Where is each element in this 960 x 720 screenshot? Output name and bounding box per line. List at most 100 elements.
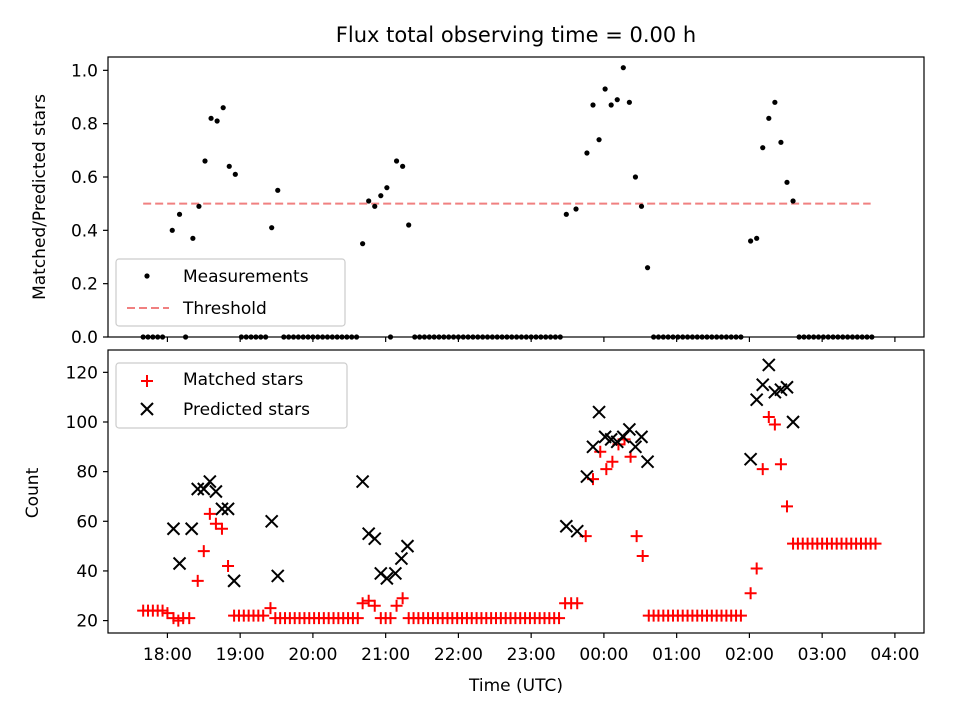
measurement-point (509, 334, 515, 340)
predicted-star-point (271, 569, 285, 583)
measurement-point (738, 334, 744, 340)
predicted-star-point (640, 455, 655, 469)
ratio-y-tick-label: 1.0 (71, 61, 98, 81)
measurement-point (815, 334, 822, 340)
measurement-point (665, 334, 671, 340)
x-tick-label: 22:00 (434, 645, 483, 665)
predicted-star-point (762, 358, 776, 372)
measurement-point (334, 334, 340, 340)
measurement-point (426, 334, 432, 340)
measurement-point (232, 171, 238, 177)
ratio-y-tick-label: 0.4 (71, 221, 98, 241)
measurement-point (220, 105, 226, 111)
matched-star-point (390, 599, 403, 612)
x-tick-label: 18:00 (143, 645, 192, 665)
measurement-point (608, 102, 614, 108)
measurement-point (202, 158, 208, 164)
ratio-legend-box (115, 258, 346, 327)
measurement-point (584, 150, 590, 156)
measurement-point (835, 334, 841, 340)
measurement-point (489, 334, 495, 340)
measurement-point (845, 334, 851, 340)
measurement-point (387, 334, 394, 340)
measurement-point (253, 334, 259, 340)
measurement-point (315, 334, 321, 340)
matched-star-point (183, 612, 196, 625)
measurement-point (869, 334, 875, 340)
measurement-point (310, 334, 316, 340)
measurement-point (494, 334, 500, 340)
matched-star-point (191, 574, 204, 587)
measurement-point (632, 174, 639, 180)
matched-star-point (636, 550, 649, 563)
ratio-y-tick-label: 0.2 (71, 275, 98, 295)
legend-matched-marker (141, 375, 153, 387)
measurement-point (543, 334, 549, 340)
ratio-panel: Matched/Predicted stars 0.0 0.2 0.4 0.6 0.8 1… (30, 56, 925, 348)
x-tick-label: 19:00 (216, 645, 265, 665)
measurement-point (557, 334, 563, 340)
measurement-point (412, 334, 418, 340)
measurement-point (300, 334, 306, 340)
measurement-point (281, 334, 287, 340)
count-panel: Count 18:00 19:00 20:00 21:00 22:00 23:00 00:0… (23, 349, 925, 665)
measurement-point (620, 65, 626, 71)
measurement-point (547, 334, 554, 340)
measurement-point (825, 334, 831, 340)
measurement-point (372, 203, 378, 209)
matched-star-point (734, 609, 747, 622)
measurement-point (421, 334, 428, 340)
measurement-point (651, 334, 657, 340)
matched-star-point (780, 500, 793, 513)
measurement-point (680, 334, 686, 340)
measurement-point (518, 334, 525, 340)
measurement-point (243, 334, 249, 340)
x-tick-label: 04:00 (870, 645, 919, 665)
predicted-star-point (209, 484, 223, 499)
predicted-star-point (580, 469, 594, 484)
measurement-point (339, 334, 345, 340)
measurement-point (660, 334, 666, 340)
predicted-star-point (388, 566, 403, 581)
measurement-point (441, 334, 447, 340)
measurement-point (226, 163, 232, 169)
x-tick-label: 00:00 (579, 645, 628, 665)
measurement-point (275, 187, 281, 193)
measurement-point (176, 211, 183, 217)
measurement-point (446, 334, 452, 340)
measurement-point (378, 193, 384, 199)
measurement-point (514, 334, 520, 340)
matched-star-point (756, 463, 769, 476)
matched-star-point (368, 599, 381, 612)
matched-star-point (553, 612, 566, 625)
ratio-axis-ticks: 0.0 0.2 0.4 0.6 0.8 1.0 (71, 61, 896, 348)
measurement-point (602, 86, 608, 92)
measurement-point (263, 334, 269, 340)
count-y-tick-label: 120 (66, 363, 98, 383)
measurement-point (806, 334, 812, 340)
count-y-tick-label: 60 (76, 512, 98, 532)
predicted-star-point (634, 430, 649, 444)
matched-star-point (161, 607, 174, 620)
x-tick-label: 01:00 (652, 645, 701, 665)
matched-star-point (215, 522, 228, 535)
measurement-point (286, 334, 292, 340)
measurement-point (155, 334, 161, 340)
matched-star-point (571, 597, 584, 610)
measurement-point (801, 334, 807, 340)
predicted-star-point (622, 422, 637, 437)
measurement-point (366, 198, 372, 204)
measurement-point (393, 158, 400, 164)
measurement-point (684, 334, 691, 340)
measurement-point (675, 334, 681, 340)
matched-star-point (264, 602, 277, 615)
measurement-point (499, 334, 505, 340)
measurement-point (638, 203, 645, 209)
measurement-point (190, 235, 196, 241)
ratio-y-axis-label: Matched/Predicted stars (30, 94, 50, 300)
count-legend-box (115, 362, 348, 429)
measurement-point (538, 334, 544, 340)
predicted-star-point (215, 502, 229, 516)
measurement-point (820, 334, 826, 340)
